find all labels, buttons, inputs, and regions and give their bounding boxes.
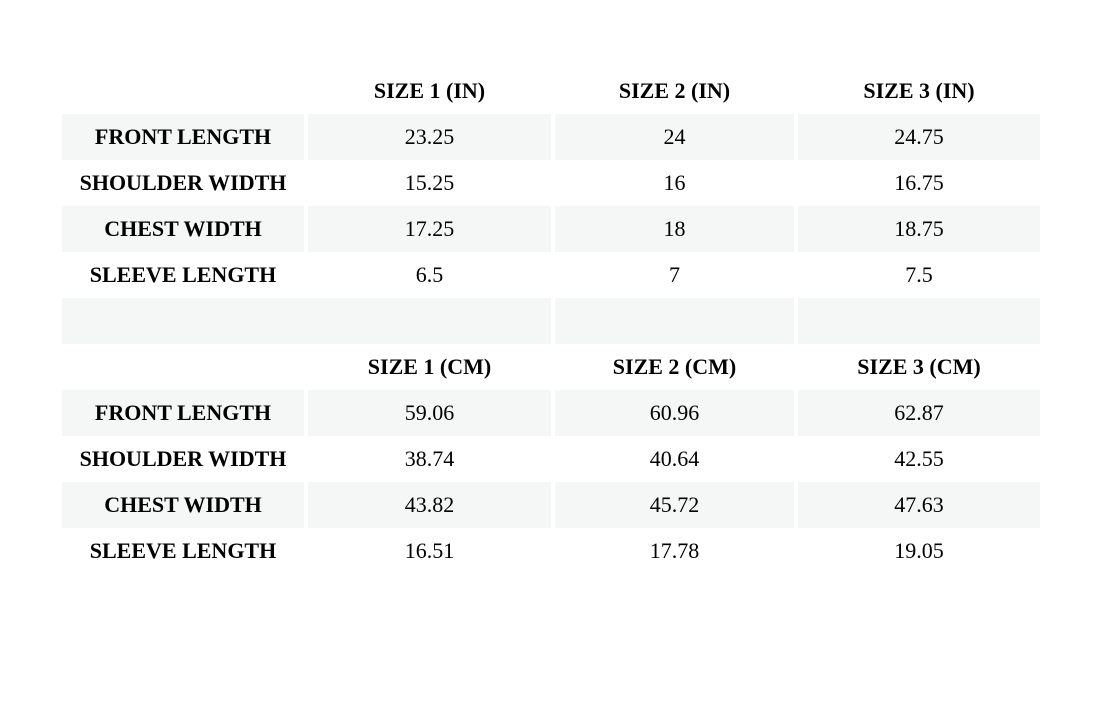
- row-label: FRONT LENGTH: [62, 114, 304, 160]
- column-header-size3-in: SIZE 3 (IN): [798, 68, 1040, 114]
- column-header-size2-in: SIZE 2 (IN): [555, 68, 794, 114]
- cell-value: 62.87: [798, 390, 1040, 436]
- cell-value: 7.5: [905, 262, 933, 287]
- column-header-size1-cm: SIZE 1 (CM): [308, 344, 551, 390]
- cell-value: 15.25: [404, 170, 455, 195]
- spacer-cell: [798, 298, 1040, 344]
- spacer-cell: [62, 298, 551, 344]
- row-label: CHEST WIDTH: [62, 482, 304, 528]
- cell-value: 16: [663, 170, 686, 195]
- table-row-chest-width-cm: CHEST WIDTH 43.82 45.72 47.63: [62, 482, 1040, 528]
- table-row-shoulder-width-cm: SHOULDER WIDTH 38.74 40.64 42.55: [62, 436, 1040, 482]
- row-label: SLEEVE LENGTH: [89, 262, 277, 287]
- cell-value: 40.64: [649, 446, 700, 471]
- cell-value: 16.75: [894, 170, 944, 195]
- cell-value: 7: [669, 262, 680, 287]
- column-header-size3-cm: SIZE 3 (CM): [798, 344, 1040, 390]
- table-row-shoulder-width-in: SHOULDER WIDTH 15.25 16 16.75: [62, 160, 1040, 206]
- table-row-sleeve-length-cm: SLEEVE LENGTH 16.51 17.78 19.05: [62, 528, 1040, 574]
- cell-value: 16.51: [404, 538, 455, 563]
- cell-value: 17.78: [649, 538, 700, 563]
- cell-value: 38.74: [404, 446, 455, 471]
- row-label: SHOULDER WIDTH: [79, 170, 287, 195]
- separator-row: [62, 298, 1040, 344]
- row-label: CHEST WIDTH: [62, 206, 304, 252]
- cell-value: 59.06: [308, 390, 551, 436]
- cell-value: 45.72: [555, 482, 794, 528]
- spacer-cell: [555, 298, 794, 344]
- column-header-size1-in: SIZE 1 (IN): [308, 68, 551, 114]
- header-row-centimeters: SIZE 1 (CM) SIZE 2 (CM) SIZE 3 (CM): [62, 344, 1040, 390]
- cell-value: 42.55: [894, 446, 944, 471]
- table-row-chest-width-in: CHEST WIDTH 17.25 18 18.75: [62, 206, 1040, 252]
- header-row-inches: SIZE 1 (IN) SIZE 2 (IN) SIZE 3 (IN): [62, 68, 1040, 114]
- cell-value: 18.75: [798, 206, 1040, 252]
- cell-value: 60.96: [555, 390, 794, 436]
- table-row-front-length-cm: FRONT LENGTH 59.06 60.96 62.87: [62, 390, 1040, 436]
- cell-value: 19.05: [894, 538, 944, 563]
- corner-cell: [62, 344, 304, 390]
- row-label: SHOULDER WIDTH: [79, 446, 287, 471]
- row-label: SLEEVE LENGTH: [89, 538, 277, 563]
- cell-value: 24: [555, 114, 794, 160]
- row-label: FRONT LENGTH: [62, 390, 304, 436]
- cell-value: 24.75: [798, 114, 1040, 160]
- cell-value: 23.25: [308, 114, 551, 160]
- cell-value: 43.82: [308, 482, 551, 528]
- cell-value: 17.25: [308, 206, 551, 252]
- cell-value: 6.5: [415, 262, 444, 287]
- corner-cell: [62, 68, 304, 114]
- table-row-front-length-in: FRONT LENGTH 23.25 24 24.75: [62, 114, 1040, 160]
- column-header-size2-cm: SIZE 2 (CM): [555, 344, 794, 390]
- size-chart-table: SIZE 1 (IN) SIZE 2 (IN) SIZE 3 (IN) FRON…: [58, 68, 1044, 574]
- cell-value: 18: [555, 206, 794, 252]
- cell-value: 47.63: [798, 482, 1040, 528]
- table-row-sleeve-length-in: SLEEVE LENGTH 6.5 7 7.5: [62, 252, 1040, 298]
